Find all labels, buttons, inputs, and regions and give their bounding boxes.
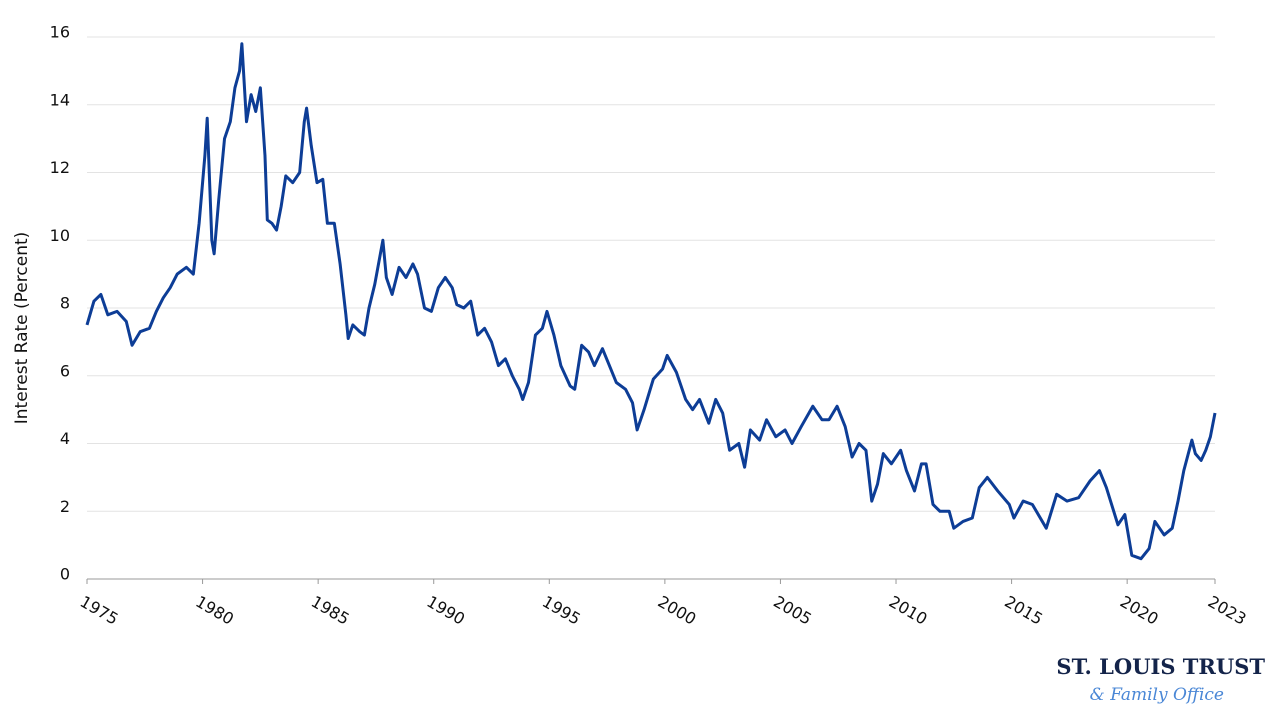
- y-tick-label: 16: [50, 23, 70, 42]
- logo-name: ST. LOUIS TRUST: [1056, 654, 1265, 679]
- data-line: [85, 42, 1217, 561]
- y-tick-label: 14: [50, 90, 70, 109]
- y-tick-label: 10: [50, 226, 70, 245]
- y-tick-label: 12: [50, 158, 70, 177]
- x-tick-label: 1975: [77, 592, 122, 629]
- x-tick-label: 2010: [886, 592, 931, 629]
- y-tick-label: 0: [60, 565, 70, 584]
- x-tick-label: 1990: [423, 592, 468, 629]
- x-tick-label: 1985: [308, 592, 353, 629]
- x-tick-label: 2000: [655, 592, 700, 629]
- x-tick-label: 1995: [539, 592, 584, 629]
- x-tick-label: 2020: [1117, 592, 1162, 629]
- x-tick-label: 2005: [770, 592, 815, 629]
- y-tick-label: 2: [60, 497, 70, 516]
- y-tick-label: 6: [60, 361, 70, 380]
- y-tick-label: 8: [60, 294, 70, 313]
- x-tick-label: 2023: [1205, 592, 1250, 629]
- y-axis-label: Interest Rate (Percent): [12, 232, 32, 425]
- logo-tagline: & Family Office: [1090, 685, 1224, 705]
- x-tick-label: 1980: [192, 592, 237, 629]
- x-tick-label: 2015: [1001, 592, 1046, 629]
- y-tick-label: 4: [60, 429, 70, 448]
